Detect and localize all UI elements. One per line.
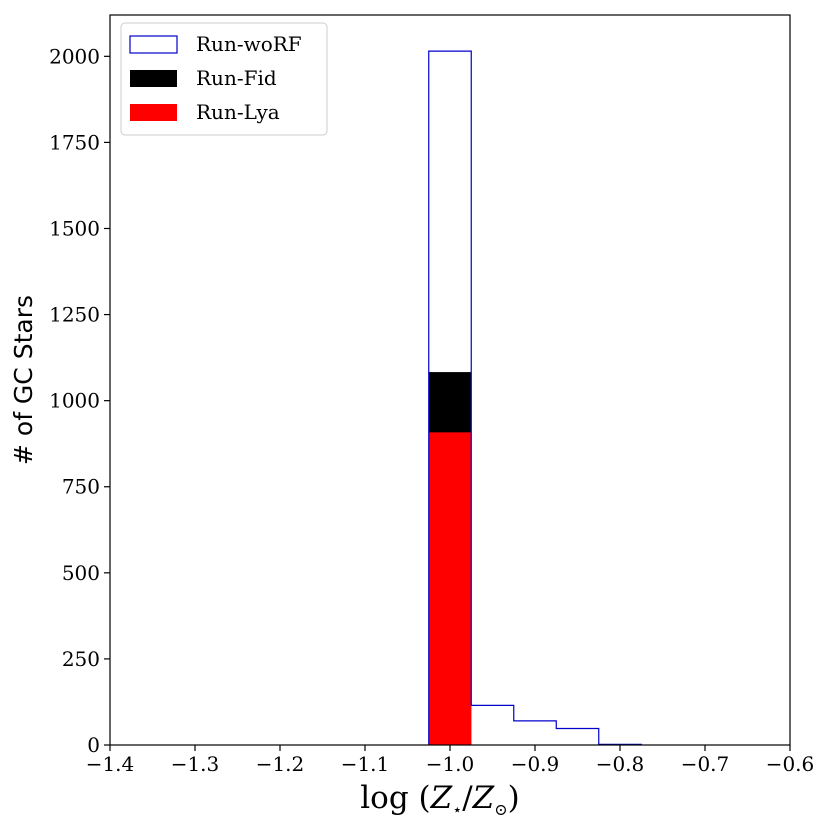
legend-swatch-run-worf — [129, 35, 178, 54]
x-tick-label: −1.3 — [171, 752, 220, 776]
y-tick-label: 1500 — [49, 216, 100, 240]
y-tick-label: 0 — [87, 733, 100, 757]
x-tick-label: −1.1 — [341, 752, 390, 776]
x-axis-ticks: −1.4 −1.3 −1.2 −1.1 −1.0 −0.9 −0.8 −0.7 −0.6 — [86, 745, 815, 776]
x-axis-label: log (Z⋆/Z⊙) — [360, 780, 519, 819]
x-tick-label: −0.8 — [596, 752, 645, 776]
legend-label-run-lya: Run-Lya — [196, 100, 280, 124]
x-tick-label: −1.4 — [86, 752, 135, 776]
y-tick-label: 500 — [62, 561, 100, 585]
bar-run-lya-0 — [428, 432, 472, 745]
step-run-worf — [428, 50, 642, 745]
y-tick-label: 1000 — [49, 389, 100, 413]
y-tick-label: 1750 — [49, 130, 100, 154]
legend-swatch-run-lya — [130, 104, 177, 121]
bars-layer — [428, 50, 642, 745]
y-tick-label: 250 — [62, 647, 100, 671]
y-tick-label: 2000 — [49, 44, 100, 68]
y-tick-label: 1250 — [49, 303, 100, 327]
x-tick-label: −1.2 — [256, 752, 305, 776]
legend-label-run-fid: Run-Fid — [196, 66, 277, 90]
legend-label-run-worf: Run-woRF — [196, 32, 302, 56]
y-axis-ticks: 0 250 500 750 1000 1250 1500 1750 2000 — [49, 44, 110, 757]
x-tick-label: −0.9 — [511, 752, 560, 776]
legend-swatch-run-fid — [130, 70, 177, 87]
y-tick-label: 750 — [62, 475, 100, 499]
x-tick-label: −0.7 — [681, 752, 730, 776]
y-axis-label: # of GC Stars — [9, 295, 38, 465]
legend: Run-woRF Run-Fid Run-Lya — [120, 22, 328, 136]
x-tick-label: −0.6 — [766, 752, 815, 776]
x-tick-label: −1.0 — [426, 752, 475, 776]
